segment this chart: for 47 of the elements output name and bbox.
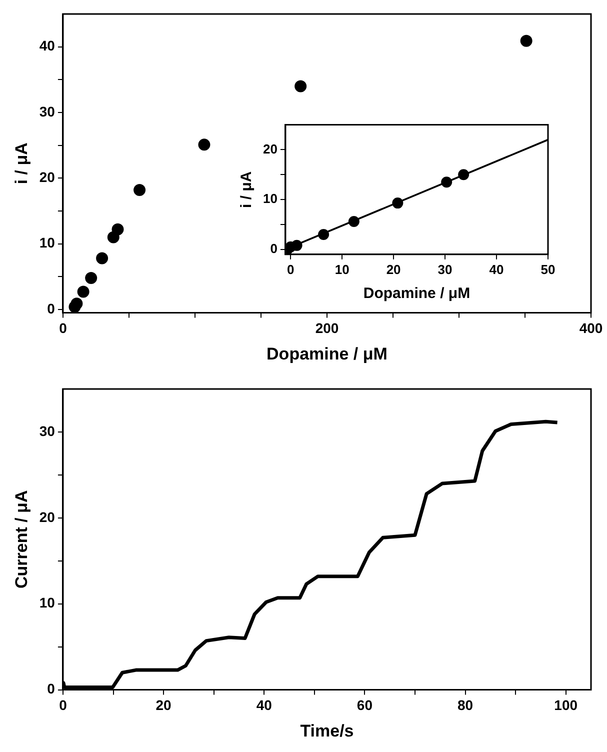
x-tick-label: 50 [540, 262, 556, 277]
y-tick-label: 20 [262, 141, 278, 156]
y-axis-title: i / μA [238, 171, 256, 208]
point [458, 169, 470, 180]
x-tick-label: 400 [579, 320, 603, 336]
x-tick-label: 100 [554, 697, 578, 714]
point [77, 286, 90, 298]
x-axis-title: Dopamine / μM [266, 344, 388, 364]
x-tick-label: 0 [286, 262, 294, 277]
y-tick-label: 0 [47, 300, 56, 316]
x-tick-label: 0 [59, 697, 68, 714]
y-tick-label: 20 [39, 508, 56, 525]
x-axis-title: Dopamine / μM [363, 285, 470, 302]
x-tick-label: 20 [156, 697, 172, 714]
point [348, 216, 360, 227]
point [70, 298, 83, 310]
point [392, 198, 404, 209]
x-tick-label: 80 [457, 697, 474, 714]
x-tick-label: 40 [489, 262, 504, 277]
x-tick-label: 20 [386, 262, 401, 277]
x-tick-label: 200 [315, 320, 339, 336]
y-tick-label: 10 [39, 234, 56, 251]
point [96, 252, 108, 264]
y-tick-label: 30 [39, 103, 56, 120]
point [85, 272, 98, 284]
x-tick-label: 30 [438, 262, 452, 277]
x-axis-title: Time/s [300, 721, 354, 740]
y-tick-label: 40 [39, 38, 56, 54]
x-tick-label: 10 [334, 262, 350, 277]
point [112, 223, 124, 236]
point [441, 176, 452, 188]
y-tick-label: 10 [39, 594, 56, 611]
y-axis-title: i / μA [12, 142, 31, 184]
y-tick-label: 10 [262, 191, 278, 206]
y-axis-title: Current / μA [12, 490, 31, 589]
point [294, 80, 307, 92]
y-tick-label: 30 [39, 422, 56, 439]
y-tick-label: 0 [270, 240, 278, 256]
point [291, 240, 302, 251]
x-tick-label: 0 [59, 320, 68, 336]
point [520, 34, 532, 47]
x-tick-label: 60 [356, 697, 373, 714]
point [318, 228, 330, 240]
y-tick-label: 20 [39, 169, 56, 186]
y-tick-label: 0 [47, 680, 56, 697]
point [198, 138, 210, 151]
point [134, 184, 146, 196]
